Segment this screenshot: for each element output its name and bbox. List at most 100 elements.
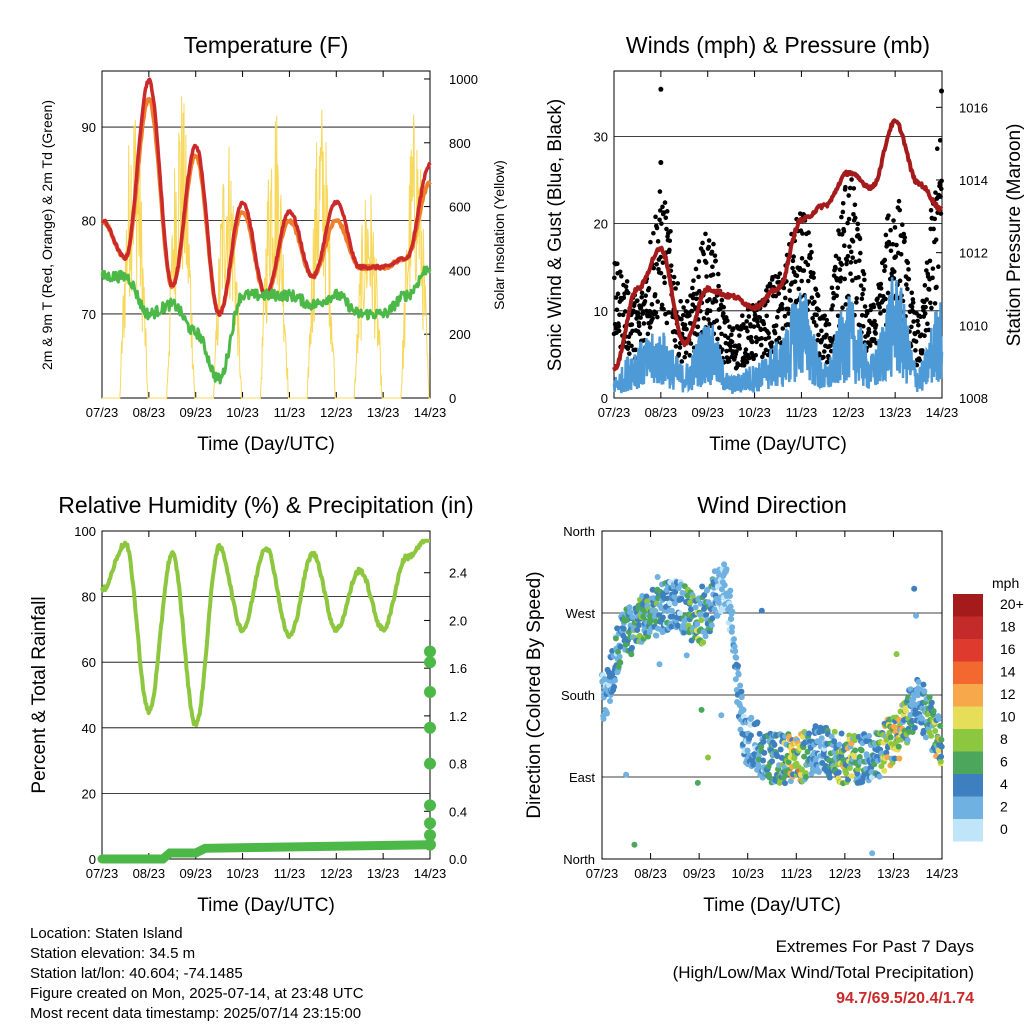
gust-point — [725, 335, 731, 341]
gust-point — [831, 290, 836, 296]
direction-point — [858, 747, 865, 754]
winds-panel-x-label: 13/23 — [879, 405, 912, 420]
gust-point — [937, 138, 943, 143]
direction-panel-x-label: 08/23 — [634, 866, 667, 881]
humidity-y2-label: 1.6 — [449, 661, 467, 676]
humidity-y2-label: 0.8 — [449, 757, 467, 772]
legend-swatch — [953, 796, 983, 819]
gust-point — [614, 307, 620, 313]
gust-point — [701, 251, 706, 257]
direction-point — [777, 746, 784, 753]
precipitation-point — [424, 686, 436, 699]
gust-point — [682, 354, 688, 360]
humidity-y2-label: 2.4 — [449, 566, 467, 581]
gust-point — [830, 303, 835, 308]
direction-point — [740, 706, 747, 713]
precipitation-point — [424, 829, 436, 842]
direction-point — [911, 585, 918, 592]
direction-panel-x-label: 10/23 — [731, 866, 764, 881]
gust-point — [614, 261, 620, 267]
gust-point — [636, 323, 642, 329]
gust-point — [837, 267, 843, 272]
gust-point — [878, 281, 884, 287]
gust-point — [848, 271, 853, 277]
gust-point — [650, 316, 655, 321]
gust-point — [788, 298, 794, 303]
gust-point — [926, 287, 932, 292]
direction-point — [801, 753, 808, 760]
winds-y-label: 20 — [594, 217, 608, 232]
direction-point — [891, 755, 898, 762]
gust-point — [930, 275, 935, 281]
gust-point — [710, 272, 716, 277]
gust-point — [731, 326, 736, 331]
gust-point — [622, 309, 628, 314]
gust-point — [755, 323, 761, 329]
gust-point — [913, 339, 919, 344]
legend-label: 2 — [1000, 799, 1008, 815]
gust-point — [811, 270, 816, 276]
direction-point — [760, 738, 767, 745]
dewpoint-line — [100, 265, 432, 385]
gust-point — [891, 269, 897, 274]
direction-point — [761, 749, 768, 756]
gust-point — [633, 347, 638, 353]
gust-point — [739, 313, 745, 319]
gust-point — [644, 308, 649, 314]
direction-point — [653, 632, 660, 639]
gust-point — [801, 268, 807, 273]
gust-point — [855, 221, 861, 227]
humidity-y2-label: 1.2 — [449, 709, 467, 724]
legend-swatch — [953, 729, 983, 752]
gust-point — [840, 305, 845, 310]
humidity-panel-x-label: 09/23 — [179, 866, 212, 881]
gust-point — [873, 331, 878, 336]
recent-data-text: Most recent data timestamp: 2025/07/14 2… — [30, 1005, 362, 1022]
legend-swatch — [953, 684, 983, 707]
gust-point — [799, 278, 804, 284]
gust-point — [852, 202, 858, 208]
direction-point — [883, 749, 890, 756]
gust-point — [651, 265, 657, 271]
gust-point — [791, 254, 796, 259]
direction-point — [696, 611, 703, 618]
gust-point — [712, 253, 718, 258]
direction-point — [938, 736, 945, 743]
precipitation-point — [424, 656, 436, 669]
gust-point — [719, 297, 725, 303]
direction-point — [737, 682, 744, 689]
gust-point — [860, 291, 865, 297]
direction-point — [718, 712, 725, 719]
direction-point — [876, 773, 883, 780]
gust-point — [805, 262, 811, 268]
direction-point — [698, 706, 705, 713]
legend-swatch — [953, 661, 983, 684]
gust-point — [835, 285, 841, 291]
gust-point — [892, 225, 898, 230]
gust-point — [867, 343, 873, 348]
gust-point — [886, 213, 891, 218]
gust-point — [838, 275, 844, 281]
gust-point — [638, 305, 644, 310]
gust-point — [661, 306, 666, 312]
gust-point — [769, 344, 774, 349]
direction-point — [846, 765, 853, 772]
gust-point — [808, 255, 813, 261]
winds-y2label: Station Pressure (Maroon) — [1004, 124, 1024, 347]
direction-point — [758, 607, 765, 614]
gust-point — [877, 305, 882, 310]
gust-point — [938, 186, 944, 192]
temperature-panel-title: Temperature (F) — [184, 32, 349, 58]
direction-point — [729, 608, 736, 615]
temperature-y2-label: 400 — [449, 263, 471, 278]
gust-point — [906, 276, 912, 282]
direction-point — [617, 643, 624, 650]
gust-point — [824, 332, 829, 338]
direction-point — [735, 671, 742, 678]
gust-point — [850, 278, 855, 283]
direction-point — [694, 620, 701, 627]
gust-point — [710, 264, 715, 270]
direction-point — [718, 586, 725, 593]
direction-point — [869, 850, 876, 857]
